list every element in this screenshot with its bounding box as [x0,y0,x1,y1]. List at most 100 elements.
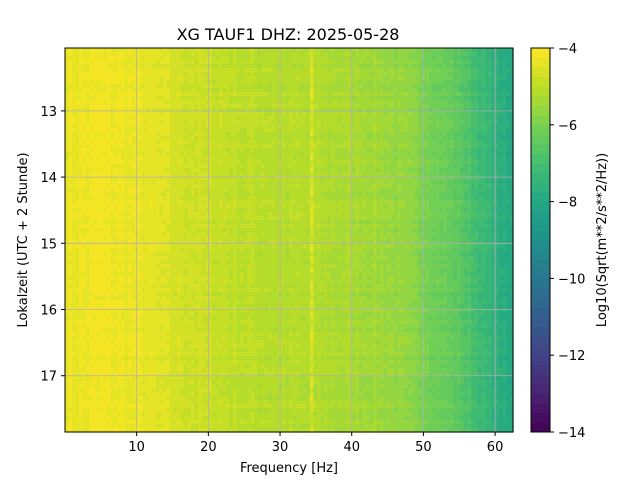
heatmap-cell [163,172,168,177]
heatmap-cell [156,164,161,169]
heatmap-cell [194,76,199,81]
heatmap-cell [166,288,171,293]
heatmap-cell [114,176,119,181]
heatmap-cell [194,424,199,429]
heatmap-cell [187,296,192,301]
heatmap-cell [145,424,150,429]
heatmap-cell [184,296,189,301]
heatmap-cell [247,48,252,53]
heatmap-cell [208,368,213,373]
heatmap-cell [142,232,147,237]
heatmap-cell [236,296,241,301]
heatmap-cell [163,76,168,81]
heatmap-cell [100,156,105,161]
heatmap-cell [103,336,108,341]
heatmap-cell [166,156,171,161]
heatmap-cell [75,388,80,393]
heatmap-cell [177,68,182,73]
heatmap-cell [110,108,115,113]
heatmap-cell [198,124,203,129]
heatmap-cell [75,192,80,197]
heatmap-cell [114,164,119,169]
heatmap-cell [117,48,122,53]
heatmap-cell [240,192,245,197]
heatmap-cell [68,264,73,269]
heatmap-cell [107,216,112,221]
heatmap-cell [131,124,136,129]
heatmap-cell [72,80,77,85]
heatmap-cell [65,392,70,397]
heatmap-cell [198,248,203,253]
heatmap-cell [128,316,133,321]
heatmap-cell [72,344,77,349]
heatmap-cell [215,196,220,201]
heatmap-cell [124,320,129,325]
heatmap-cell [194,200,199,205]
heatmap-cell [194,104,199,109]
heatmap-cell [107,48,112,53]
heatmap-cell [229,204,234,209]
heatmap-cell [124,204,129,209]
heatmap-cell [89,416,94,421]
heatmap-cell [86,272,91,277]
heatmap-cell [121,320,126,325]
heatmap-cell [93,348,98,353]
heatmap-cell [215,236,220,241]
heatmap-cell [79,76,84,81]
heatmap-cell [156,172,161,177]
heatmap-cell [152,380,157,385]
heatmap-cell [205,56,210,61]
heatmap-cell [103,428,108,433]
heatmap-cell [65,424,70,429]
heatmap-cell [198,212,203,217]
heatmap-cell [205,308,210,313]
heatmap-cell [114,160,119,165]
heatmap-cell [110,344,115,349]
heatmap-cell [107,96,112,101]
heatmap-cell [152,168,157,173]
heatmap-cell [212,264,217,269]
heatmap-cell [79,164,84,169]
heatmap-cell [163,400,168,405]
heatmap-cell [166,128,171,133]
heatmap-cell [194,268,199,273]
heatmap-cell [177,184,182,189]
heatmap-cell [215,72,220,77]
heatmap-cell [72,224,77,229]
heatmap-cell [75,164,80,169]
heatmap-cell [173,64,178,69]
heatmap-cell [187,308,192,313]
heatmap-cell [128,236,133,241]
heatmap-cell [180,400,185,405]
heatmap-cell [100,76,105,81]
heatmap-cell [75,48,80,53]
heatmap-cell [107,252,112,257]
heatmap-cell [68,168,73,173]
heatmap-cell [107,276,112,281]
heatmap-cell [170,296,175,301]
heatmap-cell [86,368,91,373]
heatmap-cell [82,188,87,193]
heatmap-cell [131,276,136,281]
heatmap-cell [159,384,164,389]
heatmap-cell [131,128,136,133]
heatmap-cell [201,216,206,221]
heatmap-cell [233,84,238,89]
heatmap-cell [215,304,220,309]
heatmap-cell [131,368,136,373]
heatmap-cell [138,384,143,389]
heatmap-cell [184,364,189,369]
heatmap-cell [194,128,199,133]
heatmap-cell [82,412,87,417]
heatmap-cell [121,256,126,261]
heatmap-cell [79,208,84,213]
heatmap-cell [145,252,150,257]
heatmap-cell [131,240,136,245]
heatmap-cell [86,428,91,433]
heatmap-cell [149,352,154,357]
heatmap-cell [173,104,178,109]
heatmap-cell [89,324,94,329]
heatmap-cell [93,168,98,173]
heatmap-cell [79,144,84,149]
heatmap-cell [243,172,248,177]
